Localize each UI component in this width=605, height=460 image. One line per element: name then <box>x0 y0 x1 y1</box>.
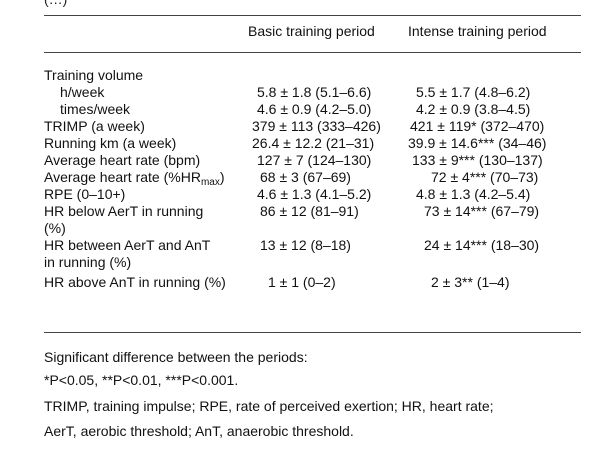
cell-intense-hr-below-aert: 73 ± 14*** (67–79) <box>424 203 540 219</box>
row-label-trimp: TRIMP (a week) <box>44 118 145 134</box>
cell-basic-hr-above-ant: 1 ± 1 (0–2) <box>268 274 336 290</box>
footnote-significance-levels: *P<0.05, **P<0.01, ***P<0.001. <box>44 372 239 388</box>
cell-basic-trimp: 379 ± 113 (333–426) <box>252 118 381 134</box>
header-rule <box>44 52 581 53</box>
cell-intense-trimp: 421 ± 119* (372–470) <box>410 118 545 134</box>
cell-basic-times-week: 4.6 ± 0.9 (4.2–5.0) <box>257 101 372 117</box>
cell-intense-running-km: 39.9 ± 14.6*** (34–46) <box>408 135 547 151</box>
footnote-significance-title: Significant difference between the perio… <box>44 349 308 365</box>
column-header-intense: Intense training period <box>408 23 547 39</box>
row-label-h-week: h/week <box>60 84 105 100</box>
row-label-hr-below-aert-line2: (%) <box>44 220 66 236</box>
cell-intense-h-week: 5.5 ± 1.7 (4.8–6.2) <box>416 84 531 100</box>
cell-basic-rpe: 4.6 ± 1.3 (4.1–5.2) <box>257 186 372 202</box>
top-rule <box>44 15 581 16</box>
row-label-hr-between-line2: in running (%) <box>44 254 132 270</box>
cell-intense-hr-between: 24 ± 14*** (18–30) <box>424 237 540 253</box>
row-label-avg-hr-bpm: Average heart rate (bpm) <box>44 152 201 168</box>
row-label-avg-hr-pct-main: Average heart rate (%HR <box>44 169 201 185</box>
row-label-avg-hr-pct-end: ) <box>219 169 225 185</box>
cell-intense-times-week: 4.2 ± 0.9 (3.8–4.5) <box>416 101 531 117</box>
column-header-basic: Basic training period <box>248 23 375 39</box>
footnote-abbrev-line1: TRIMP, training impulse; RPE, rate of pe… <box>44 398 494 414</box>
cell-intense-avg-hr-pct: 72 ± 4*** (70–73) <box>431 169 539 185</box>
cell-basic-avg-hr-bpm: 127 ± 7 (124–130) <box>257 152 372 168</box>
cell-intense-avg-hr-bpm: 133 ± 9*** (130–137) <box>412 152 543 168</box>
top-fragment-text: (…) <box>44 0 67 7</box>
cell-basic-hr-below-aert: 86 ± 12 (81–91) <box>260 203 359 219</box>
row-label-hr-below-aert: HR below AerT in running <box>44 203 204 219</box>
bottom-rule <box>44 332 581 333</box>
row-label-hr-above-ant: HR above AnT in running (%) <box>44 274 226 290</box>
cell-basic-running-km: 26.4 ± 12.2 (21–31) <box>252 135 375 151</box>
cell-intense-hr-above-ant: 2 ± 3** (1–4) <box>431 274 510 290</box>
row-label-avg-hr-pct: Average heart rate (%HRmax) <box>44 169 225 188</box>
row-label-times-week: times/week <box>60 101 131 117</box>
row-label-training-volume: Training volume <box>44 67 144 83</box>
cell-basic-hr-between: 13 ± 12 (8–18) <box>260 237 351 253</box>
row-label-avg-hr-pct-sub: max <box>200 177 220 188</box>
row-label-running-km: Running km (a week) <box>44 135 177 151</box>
row-label-rpe: RPE (0–10+) <box>44 186 126 202</box>
row-label-hr-between: HR between AerT and AnT <box>44 237 211 253</box>
footnote-abbrev-line2: AerT, aerobic threshold; AnT, anaerobic … <box>44 423 354 439</box>
cell-basic-avg-hr-pct: 68 ± 3 (67–69) <box>260 169 351 185</box>
cell-intense-rpe: 4.8 ± 1.3 (4.2–5.4) <box>416 186 531 202</box>
cell-basic-h-week: 5.8 ± 1.8 (5.1–6.6) <box>257 84 372 100</box>
